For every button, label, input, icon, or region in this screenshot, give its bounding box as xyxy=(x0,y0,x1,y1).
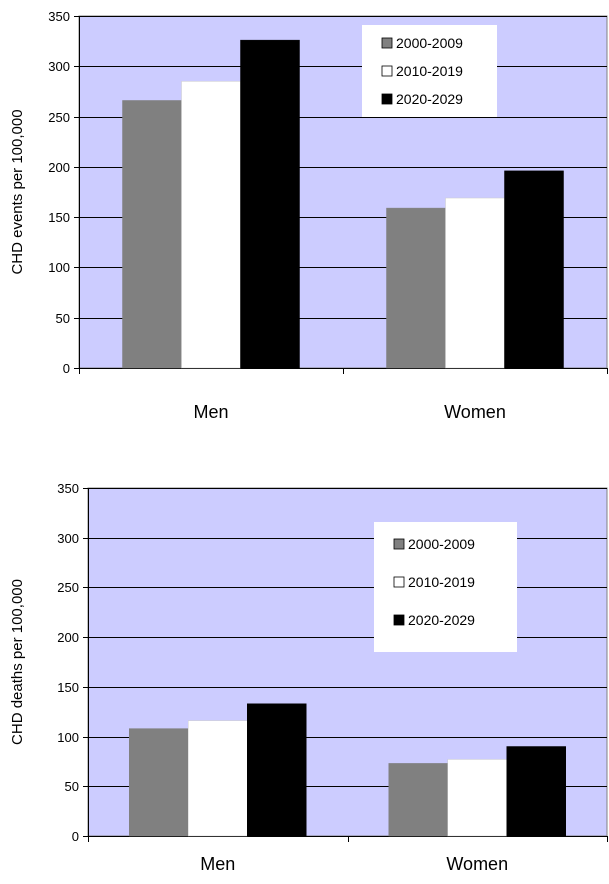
legend-swatch xyxy=(381,93,393,105)
x-category-label: Women xyxy=(446,854,508,874)
legend-label: 2000-2009 xyxy=(408,536,475,552)
y-tick-label: 300 xyxy=(57,531,79,546)
y-tick-label: 0 xyxy=(72,829,79,844)
bar-men-2020-2029 xyxy=(247,703,307,837)
y-tick-label: 150 xyxy=(48,210,70,225)
y-axis-label: CHD events per 100,000 xyxy=(9,109,26,274)
y-tick-label: 250 xyxy=(57,580,79,595)
legend-label: 2010-2019 xyxy=(396,63,463,79)
y-tick-label: 0 xyxy=(63,361,70,376)
bar-women-2020-2029 xyxy=(506,746,566,837)
legend-label: 2020-2029 xyxy=(408,612,475,628)
y-tick-label: 200 xyxy=(48,160,70,175)
chd-deaths-chart: 0 50 100 150 200 250 300 350 Men Women CHD deaths … xyxy=(9,481,608,874)
bar-women-2010-2019 xyxy=(447,759,507,837)
y-tick-label: 350 xyxy=(48,9,70,24)
bar-women-2000-2009 xyxy=(388,763,448,837)
y-tick-label: 250 xyxy=(48,110,70,125)
x-category-label: Women xyxy=(444,402,506,422)
x-category-label: Men xyxy=(193,402,228,422)
chd-events-chart: 0 50 100 150 200 250 300 350 Men Women CHD events … xyxy=(9,9,608,422)
legend-swatch xyxy=(381,65,393,77)
legend-swatch xyxy=(381,37,393,49)
x-category-label: Men xyxy=(200,854,235,874)
bar-men-2000-2009 xyxy=(122,100,182,369)
legend-swatch xyxy=(393,614,405,626)
bar-men-2000-2009 xyxy=(129,728,189,837)
bar-men-2020-2029 xyxy=(240,39,300,369)
legend-label: 2010-2019 xyxy=(408,574,475,590)
legend-swatch xyxy=(393,538,405,550)
bar-women-2010-2019 xyxy=(445,197,505,369)
y-tick-label: 100 xyxy=(48,260,70,275)
bar-women-2000-2009 xyxy=(386,207,446,369)
legend-label: 2020-2029 xyxy=(396,91,463,107)
legend-swatch xyxy=(393,576,405,588)
y-tick-label: 50 xyxy=(56,311,70,326)
y-tick-label: 100 xyxy=(57,730,79,745)
y-tick-label: 300 xyxy=(48,59,70,74)
y-tick-label: 350 xyxy=(57,481,79,496)
y-tick-label: 150 xyxy=(57,680,79,695)
bar-men-2010-2019 xyxy=(188,720,248,837)
y-tick-label: 50 xyxy=(65,779,79,794)
legend-label: 2000-2009 xyxy=(396,35,463,51)
y-tick-label: 200 xyxy=(57,630,79,645)
bar-men-2010-2019 xyxy=(181,81,241,369)
bar-women-2020-2029 xyxy=(504,170,564,369)
y-axis-label: CHD deaths per 100,000 xyxy=(9,579,26,745)
